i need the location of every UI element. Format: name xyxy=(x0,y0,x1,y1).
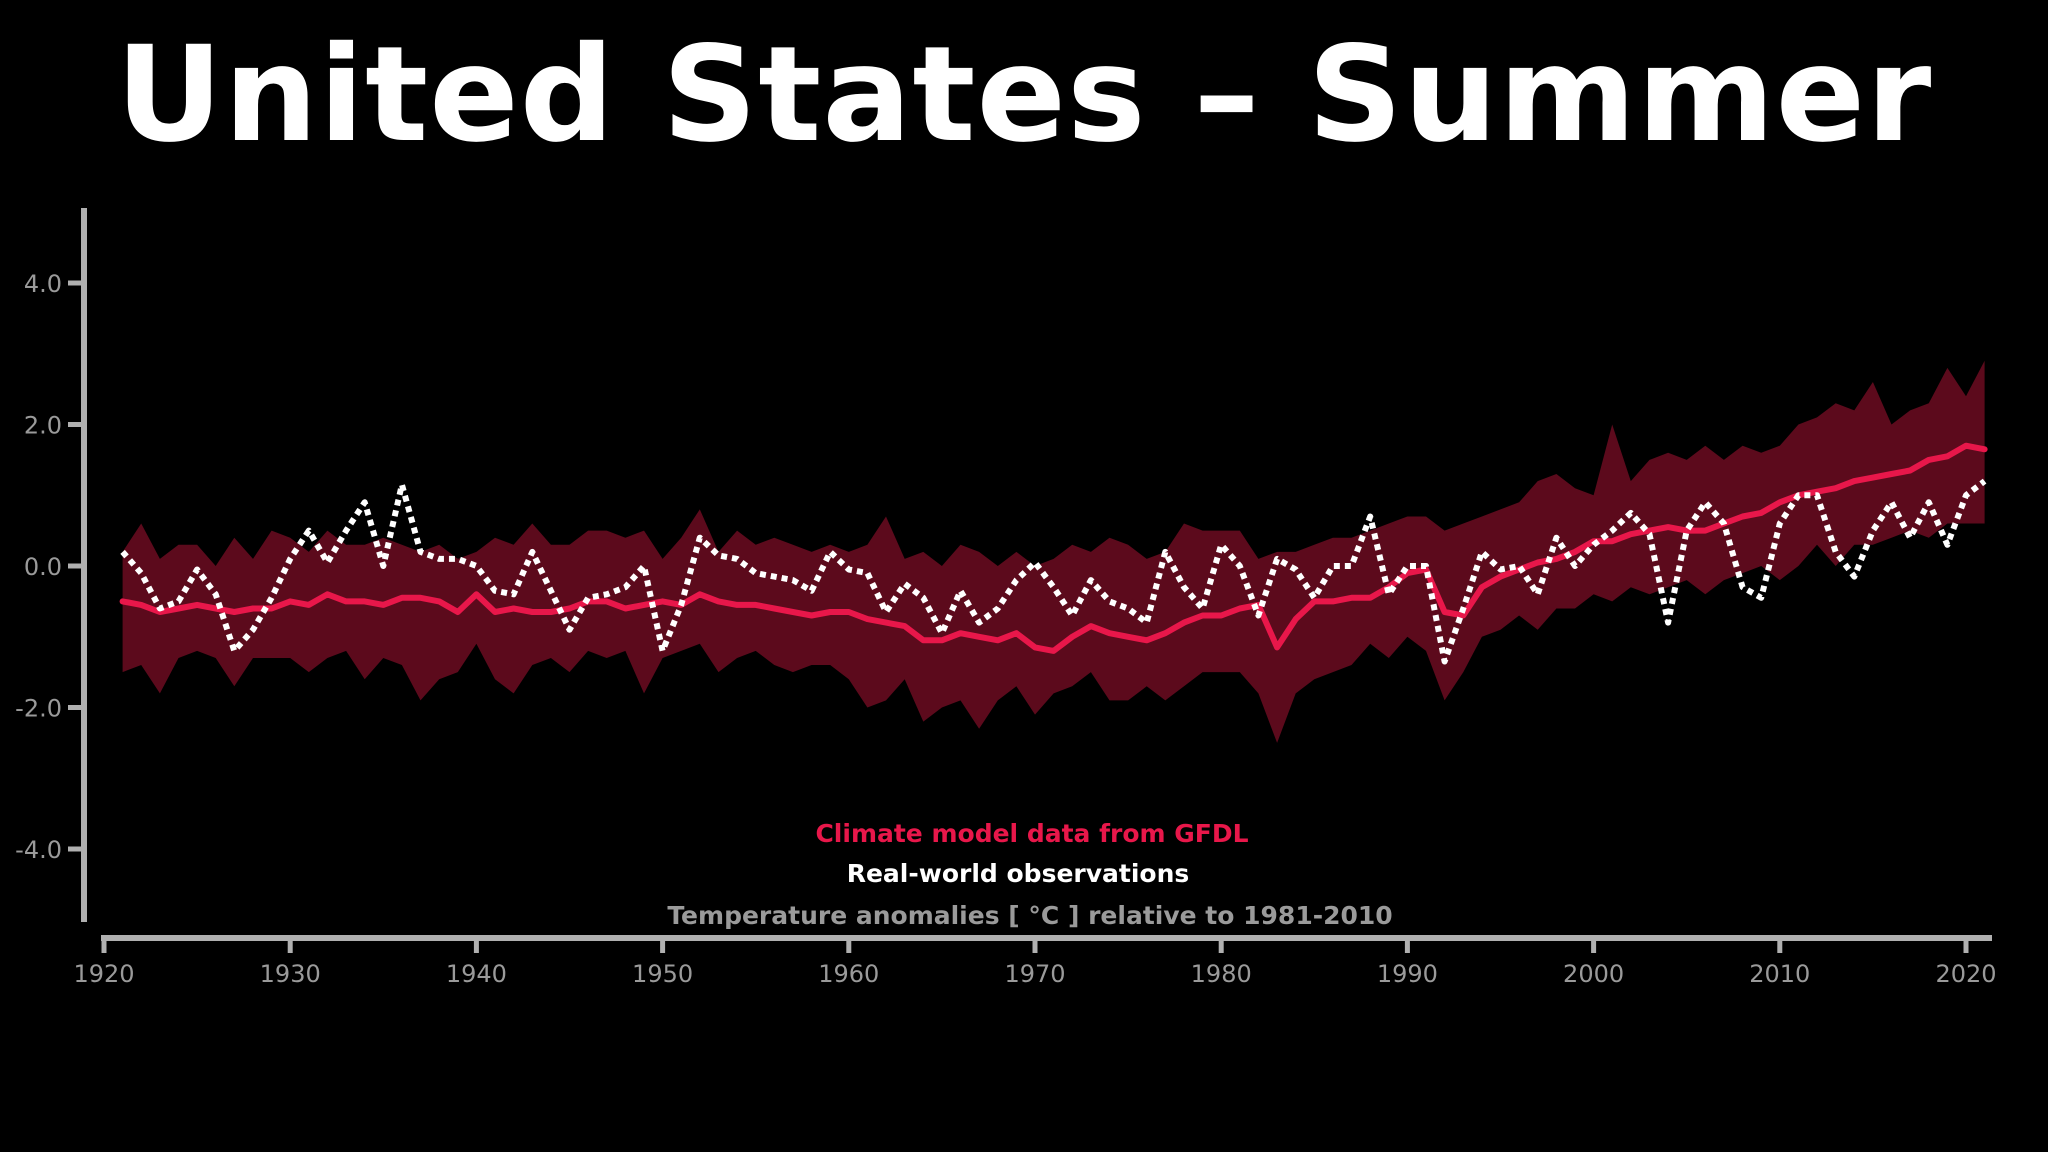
chart-title: United States – Summer xyxy=(115,18,1933,172)
x-tick-label: 1950 xyxy=(632,960,693,988)
x-tick-label: 1990 xyxy=(1377,960,1438,988)
x-tick-label: 1960 xyxy=(818,960,879,988)
units-label: Temperature anomalies [ °C ] relative to… xyxy=(667,901,1392,930)
y-tick-label: -4.0 xyxy=(15,836,62,864)
x-tick-label: 1930 xyxy=(260,960,321,988)
y-tick-label: 2.0 xyxy=(24,412,62,440)
model-spread-band xyxy=(122,360,1985,743)
x-tick-label: 2000 xyxy=(1563,960,1624,988)
x-tick-label: 1970 xyxy=(1004,960,1065,988)
legend-layer: Climate model data from GFDL Real-world … xyxy=(667,819,1392,930)
x-tick-label: 1920 xyxy=(73,960,134,988)
observations-line xyxy=(120,478,1987,665)
x-tick-label: 1940 xyxy=(446,960,507,988)
observations-line-layer xyxy=(120,478,1987,665)
y-tick-label: 0.0 xyxy=(24,553,62,581)
observations-legend-label: Real-world observations xyxy=(847,859,1190,888)
model-legend-label: Climate model data from GFDL xyxy=(815,819,1248,848)
x-tick-label: 2020 xyxy=(1935,960,1996,988)
x-tick-label: 1980 xyxy=(1191,960,1252,988)
y-tick-label: 4.0 xyxy=(24,270,62,298)
axes-layer: 4.0 2.0 0.0 -2.0 -4.0 1920 1930 1940 1950 1960 197… xyxy=(15,208,1997,988)
model-spread-band-layer xyxy=(122,360,1985,743)
y-tick-label: -2.0 xyxy=(15,695,62,723)
x-tick-label: 2010 xyxy=(1749,960,1810,988)
